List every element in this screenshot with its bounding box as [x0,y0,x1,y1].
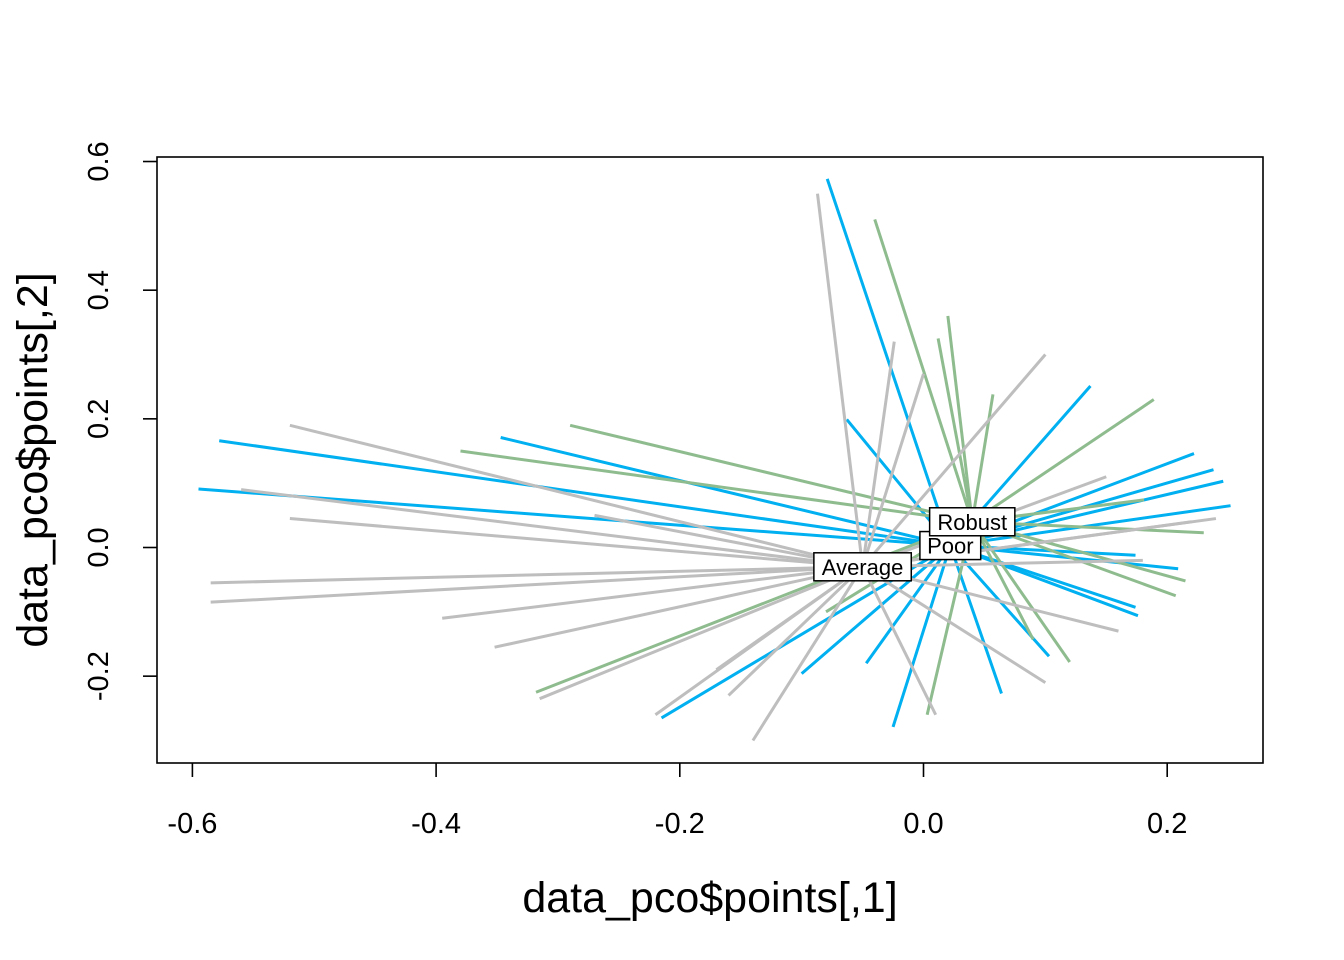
segment-average-14 [861,373,925,568]
segment-average-2 [289,517,863,569]
segment-robust-14 [535,520,973,694]
segment-average-4 [210,565,863,604]
y-tick-label-2: 0.2 [83,399,115,439]
segment-average-20 [861,565,1047,684]
segment-average-13 [861,341,896,568]
x-tick-label-2: -0.2 [655,808,705,840]
segment-robust-11 [971,520,1071,663]
x-axis: -0.6 -0.4 -0.2 0.0 0.2 [167,763,1187,840]
segment-average-21 [861,566,938,716]
y-tick-label-3: 0.4 [83,270,115,310]
segment-poor-13 [949,544,1139,618]
segment-poor-0 [218,439,951,548]
segment-robust-12 [970,521,1035,641]
x-axis-title: data_pco$points[,1] [522,874,897,922]
x-tick-label-4: 0.2 [1147,808,1187,840]
x-tick-label-3: 0.0 [903,808,943,840]
segment-poor-3 [825,178,952,547]
segment-average-15 [861,353,1047,568]
y-axis-title: data_pco$points[,2] [9,272,57,647]
segment-average-9 [727,565,864,697]
segment-average-12 [816,193,865,567]
segment-average-10 [751,565,864,742]
segment-robust-0 [569,423,973,524]
segment-average-11 [715,565,864,671]
x-tick-label-1: -0.4 [411,808,461,840]
segment-poor-15 [948,545,1003,695]
segment-robust-3 [946,315,974,522]
segment-poor-9 [950,504,1231,548]
segment-robust-6 [971,398,1155,524]
group-label-box-average [813,552,913,582]
segment-average-7 [539,565,864,701]
group-label-box-robust [928,507,1016,537]
y-tick-label-4: 0.6 [83,141,115,181]
group-label-text-average: Average [822,555,904,580]
x-tick-label-0: -0.6 [167,808,217,840]
group-label-robust: Robust [928,507,1016,537]
segment-robust-1 [460,449,973,524]
segment-robust-2 [873,218,974,523]
segment-robust-5 [970,394,995,523]
segment-robust-4 [936,338,974,523]
group-label-text-poor: Poor [927,534,973,559]
plot-frame [156,156,1264,764]
y-tick-label-1: 0.0 [83,527,115,567]
segment-average-3 [210,565,863,585]
segment-poor-16 [891,545,952,728]
segment-average-6 [494,565,863,649]
y-tick-label-0: -0.2 [83,651,115,701]
segment-average-5 [442,565,863,620]
y-axis: -0.2 0.0 0.2 0.4 0.6 [83,141,157,701]
group-label-text-robust: Robust [937,510,1007,535]
segment-poor-18 [800,544,952,675]
group-label-average: Average [813,552,913,582]
segment-average-0 [289,423,863,569]
segment-average-1 [240,488,863,569]
